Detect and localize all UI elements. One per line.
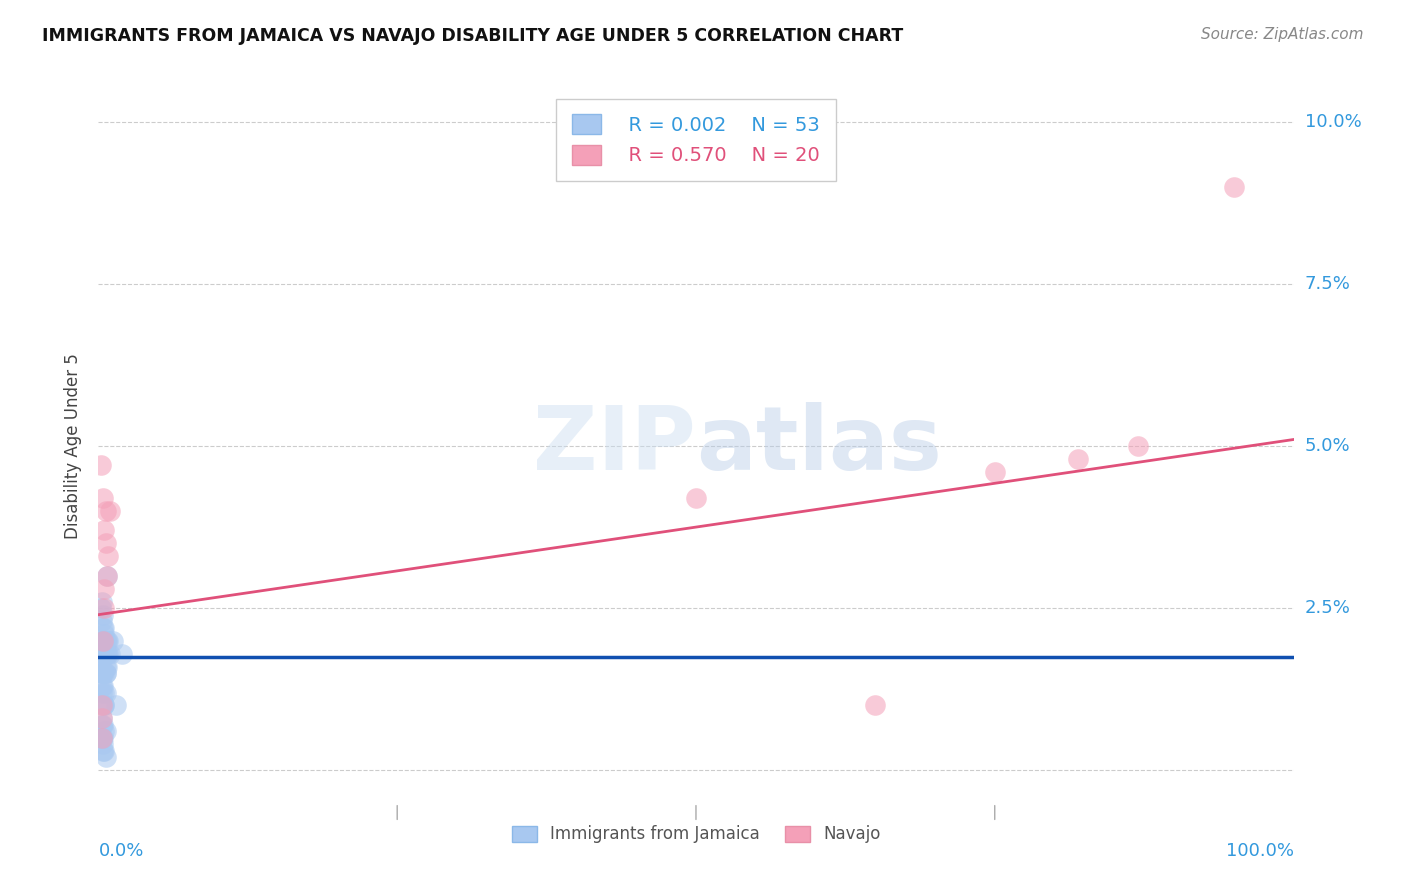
Point — [1067, 452, 1090, 467]
Point — [93, 666, 115, 681]
Point — [94, 724, 117, 739]
Y-axis label: Disability Age Under 5: Disability Age Under 5 — [65, 353, 83, 539]
Point — [93, 647, 115, 661]
Text: ZIP: ZIP — [533, 402, 696, 490]
Point — [94, 647, 117, 661]
Point — [91, 666, 114, 681]
Point — [91, 738, 114, 752]
Point — [91, 633, 114, 648]
Point — [94, 750, 117, 764]
Point — [93, 647, 115, 661]
Point — [93, 524, 115, 538]
Legend: Immigrants from Jamaica, Navajo: Immigrants from Jamaica, Navajo — [503, 817, 889, 852]
Point — [91, 711, 114, 725]
Point — [97, 647, 120, 661]
Point — [93, 685, 115, 699]
Point — [1128, 439, 1150, 453]
Point — [984, 465, 1007, 479]
Point — [94, 666, 117, 681]
Point — [91, 731, 114, 745]
Point — [91, 711, 114, 725]
Text: Source: ZipAtlas.com: Source: ZipAtlas.com — [1201, 27, 1364, 42]
Point — [91, 731, 114, 745]
Point — [91, 666, 114, 681]
Point — [91, 718, 114, 732]
Point — [91, 633, 114, 648]
Point — [94, 685, 117, 699]
Point — [93, 698, 115, 713]
Point — [91, 647, 114, 661]
Point — [96, 568, 118, 582]
Text: 7.5%: 7.5% — [1305, 275, 1351, 293]
Point — [94, 659, 117, 673]
Point — [93, 744, 115, 758]
Point — [96, 568, 118, 582]
Point — [93, 627, 115, 641]
Point — [94, 666, 117, 681]
Point — [93, 633, 115, 648]
Point — [93, 698, 115, 713]
Text: 10.0%: 10.0% — [1305, 112, 1361, 130]
Text: 0.0%: 0.0% — [98, 842, 143, 860]
Point — [91, 731, 114, 745]
Point — [91, 607, 114, 622]
Point — [91, 647, 114, 661]
Text: 5.0%: 5.0% — [1305, 437, 1350, 455]
Point — [96, 659, 118, 673]
Point — [91, 491, 114, 505]
Point — [98, 647, 122, 661]
Point — [96, 633, 118, 648]
Point — [101, 633, 124, 648]
Point — [865, 698, 887, 713]
Point — [91, 718, 114, 732]
Point — [98, 504, 122, 518]
Point — [91, 685, 114, 699]
Point — [93, 582, 115, 596]
Point — [91, 621, 114, 635]
Text: 2.5%: 2.5% — [1305, 599, 1351, 617]
Point — [91, 666, 114, 681]
Point — [94, 633, 117, 648]
Point — [96, 647, 118, 661]
Point — [91, 595, 114, 609]
Point — [94, 536, 117, 550]
Point — [90, 458, 112, 473]
Point — [91, 614, 114, 628]
Point — [90, 601, 112, 615]
Point — [93, 724, 115, 739]
Point — [91, 698, 114, 713]
Point — [1223, 179, 1246, 194]
Point — [105, 698, 128, 713]
Point — [97, 549, 120, 564]
Point — [91, 744, 114, 758]
Text: atlas: atlas — [696, 402, 942, 490]
Point — [97, 633, 120, 648]
Point — [111, 647, 134, 661]
Point — [93, 601, 115, 615]
Point — [91, 698, 114, 713]
Point — [91, 679, 114, 693]
Text: 100.0%: 100.0% — [1226, 842, 1294, 860]
Point — [93, 621, 115, 635]
Text: IMMIGRANTS FROM JAMAICA VS NAVAJO DISABILITY AGE UNDER 5 CORRELATION CHART: IMMIGRANTS FROM JAMAICA VS NAVAJO DISABI… — [42, 27, 904, 45]
Point — [91, 679, 114, 693]
Point — [94, 504, 117, 518]
Point — [91, 731, 114, 745]
Point — [685, 491, 707, 505]
Point — [91, 633, 114, 648]
